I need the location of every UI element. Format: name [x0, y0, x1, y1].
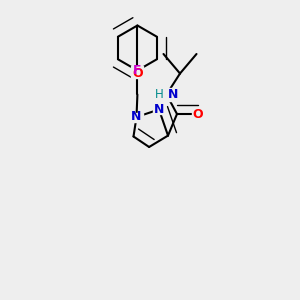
- Text: N: N: [131, 110, 142, 124]
- Bar: [192, 110, 204, 118]
- Bar: [131, 69, 143, 78]
- Text: F: F: [133, 64, 142, 77]
- Text: O: O: [193, 107, 203, 121]
- Text: H: H: [155, 88, 164, 101]
- Bar: [131, 66, 143, 75]
- Bar: [153, 105, 165, 114]
- Bar: [130, 112, 142, 122]
- Text: N: N: [168, 88, 178, 101]
- Bar: [153, 88, 180, 101]
- Text: O: O: [132, 67, 143, 80]
- Text: N: N: [154, 103, 164, 116]
